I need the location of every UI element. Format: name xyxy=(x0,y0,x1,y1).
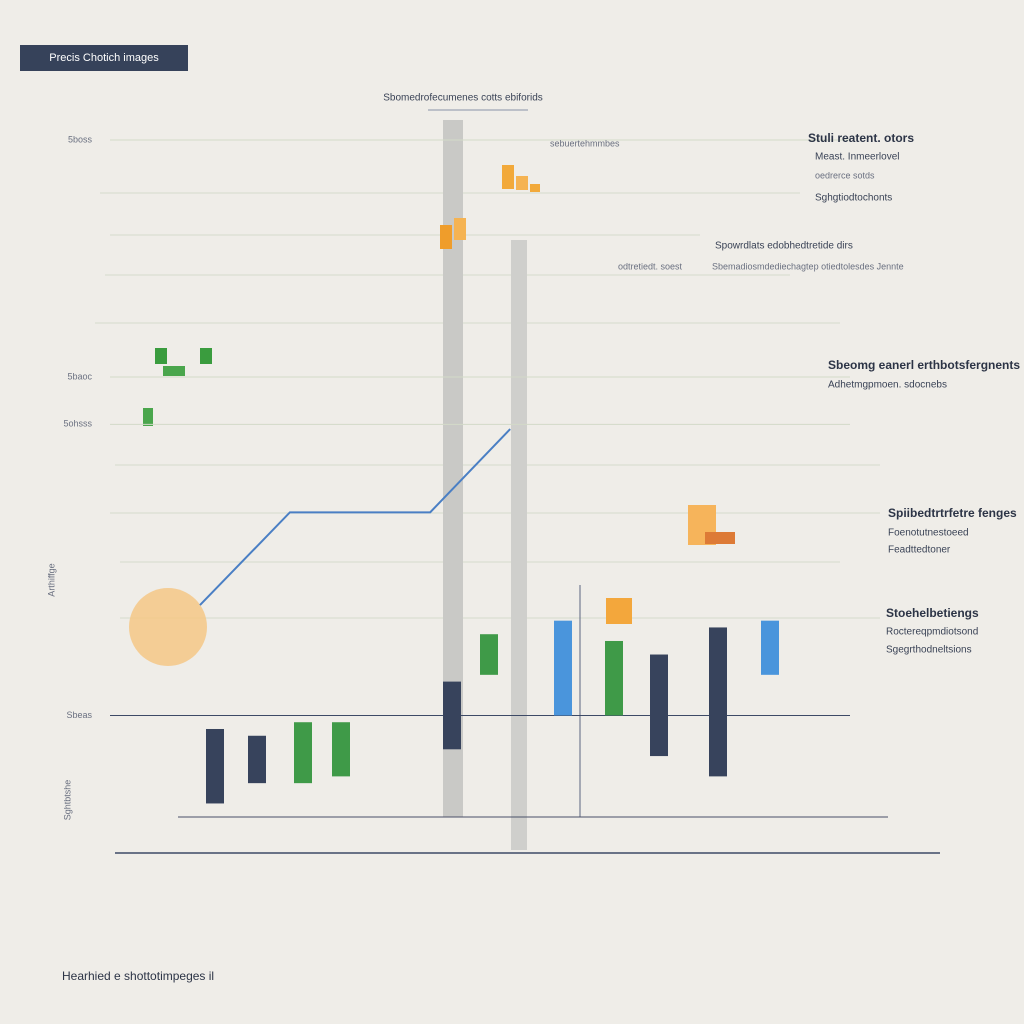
bar xyxy=(650,654,668,757)
pillar xyxy=(443,120,463,817)
annotation: Sbemadiosmdediechagtep otiedtolesdes Jen… xyxy=(712,261,904,271)
annotation: Foenotutnestoeed xyxy=(888,528,969,539)
bar xyxy=(443,681,461,750)
pillar xyxy=(511,240,527,850)
y-tick-label: 5boss xyxy=(68,134,93,144)
green-icon xyxy=(143,348,212,426)
annotation: Meast. Inmeerlovel xyxy=(815,152,899,163)
annotation: sebuertehmmbes xyxy=(550,138,620,148)
header-box xyxy=(20,45,188,71)
annotation: Stoehelbetiengs xyxy=(886,606,979,620)
bar xyxy=(605,640,623,716)
annotation: Spowrdlats edobhedtretide dirs xyxy=(715,241,853,252)
y-tick-label: 5baoc xyxy=(67,371,92,381)
annotation: Adhetmgpmoen. sdocnebs xyxy=(828,380,947,391)
footer-text: Hearhied e shottotimpeges il xyxy=(62,969,214,983)
y-tick-label: 5ohsss xyxy=(63,419,92,429)
bar xyxy=(480,634,498,675)
y-tick-label: Sbeas xyxy=(66,710,92,720)
line-series xyxy=(199,428,511,606)
header-title: Precis Chotich images xyxy=(49,52,159,64)
annotation: Sghtbtshe xyxy=(62,780,72,821)
bar xyxy=(294,722,312,784)
annotation: Sgegrthodneltsions xyxy=(886,645,972,656)
annotation: odtretiedt. soest xyxy=(618,261,683,271)
bar xyxy=(554,620,572,716)
orange-icon xyxy=(440,165,735,624)
bar xyxy=(709,627,727,777)
annotation: Spiibedtrtrfetre fenges xyxy=(888,506,1017,520)
annotation: Feadttedtoner xyxy=(888,545,951,556)
bar xyxy=(248,735,266,784)
bar xyxy=(761,620,779,675)
annotation: Roctereqpmdiotsond xyxy=(886,627,978,638)
annotation: Stuli reatent. otors xyxy=(808,131,914,145)
annotation: oedrerce sotds xyxy=(815,170,875,180)
annotation: Sbeomg eanerl erthbotsfergnents xyxy=(828,358,1020,372)
bar xyxy=(332,722,350,777)
highlight-circle xyxy=(129,588,207,666)
bar xyxy=(206,728,224,804)
annotation: Arthiffge xyxy=(46,563,56,596)
annotation: Sghgtiodtochonts xyxy=(815,193,892,204)
guide-lines xyxy=(95,192,880,619)
chart-title: Sbomedrofecumenes cotts ebiforids xyxy=(383,93,543,104)
